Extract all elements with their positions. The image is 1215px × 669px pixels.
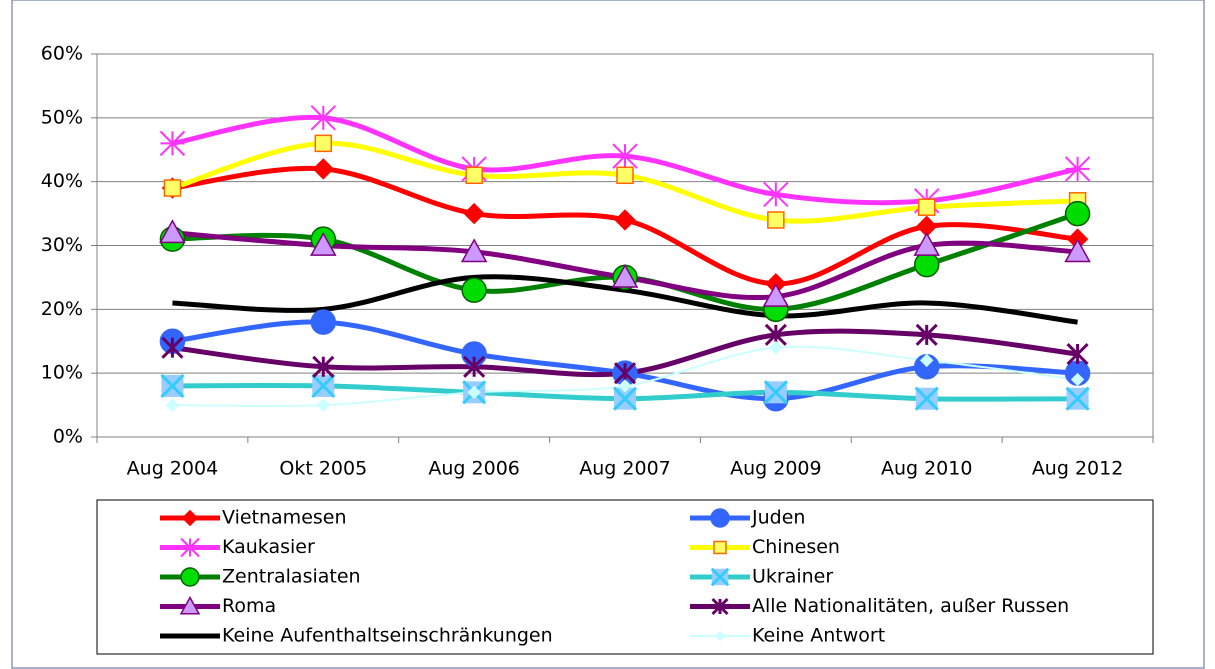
marker	[612, 386, 638, 411]
marker	[312, 158, 334, 180]
x-tick-label: Aug 2009	[730, 458, 822, 480]
marker-cross	[763, 380, 788, 405]
marker	[467, 385, 481, 400]
y-tick-label: 30%	[41, 234, 83, 256]
legend-label: Ukrainer	[752, 566, 833, 588]
marker-cross	[914, 386, 939, 411]
marker	[310, 309, 337, 335]
marker	[161, 336, 184, 359]
marker	[917, 198, 936, 216]
marker	[769, 340, 783, 355]
marker-cross	[311, 373, 336, 398]
marker	[160, 373, 185, 398]
marker	[763, 181, 789, 208]
marker	[616, 166, 634, 185]
marker	[159, 130, 186, 157]
legend-label: Keine Antwort	[752, 625, 885, 647]
legend-marker	[710, 567, 730, 587]
marker	[612, 143, 638, 169]
marker	[460, 238, 488, 263]
plot-border	[96, 53, 1154, 438]
legend-marker	[180, 537, 200, 558]
legend-label: Alle Nationalitäten, außer Russen	[752, 595, 1069, 617]
legend-label: Keine Aufenthaltseinschränkungen	[222, 625, 553, 647]
marker	[316, 398, 330, 412]
legend-marker	[179, 595, 201, 615]
legend-marker	[711, 597, 729, 616]
y-tick-label: 50%	[41, 106, 83, 128]
series-line	[172, 274, 1078, 325]
marker	[159, 219, 186, 244]
marker-cross	[1065, 386, 1090, 411]
marker	[618, 379, 632, 393]
marker	[1064, 200, 1091, 227]
y-tick-label: 60%	[41, 43, 83, 65]
marker	[913, 231, 940, 256]
y-tick-label: 20%	[41, 298, 83, 320]
x-tick-label: Aug 2010	[881, 458, 973, 480]
legend-label: Roma	[222, 595, 276, 617]
legend-marker	[181, 509, 199, 527]
marker	[614, 209, 636, 231]
marker	[914, 386, 939, 411]
x-tick-label: Aug 2004	[127, 458, 219, 480]
marker	[913, 251, 940, 278]
marker	[611, 263, 639, 288]
marker	[1066, 342, 1089, 366]
legend-label: Zentralasiaten	[222, 566, 361, 588]
marker	[915, 323, 938, 346]
x-tick-label: Aug 2006	[428, 458, 520, 480]
legend-label: Chinesen	[752, 536, 840, 558]
marker	[763, 380, 788, 405]
legend-marker	[710, 508, 730, 528]
legend-label: Kaukasier	[222, 536, 315, 558]
legend-marker	[714, 630, 726, 642]
marker	[767, 211, 785, 229]
x-tick-label: Aug 2012	[1032, 458, 1124, 480]
marker	[310, 105, 336, 131]
marker	[314, 134, 333, 153]
marker-cross	[160, 373, 185, 398]
marker	[163, 179, 182, 197]
y-tick-label: 10%	[41, 362, 83, 384]
marker	[1064, 156, 1091, 182]
legend-marker	[180, 567, 200, 587]
marker	[463, 355, 486, 378]
marker-cross	[612, 386, 638, 411]
legend-marker	[713, 540, 727, 555]
marker	[465, 166, 483, 185]
legend-box	[96, 499, 1154, 655]
x-tick-label: Okt 2005	[279, 458, 367, 480]
marker	[1065, 386, 1090, 411]
marker	[311, 373, 336, 398]
marker-cross	[710, 567, 730, 587]
marker	[165, 398, 180, 412]
legend-label: Juden	[751, 507, 805, 529]
marker	[1070, 372, 1085, 387]
marker	[920, 353, 934, 368]
marker	[310, 231, 337, 256]
marker	[463, 202, 485, 225]
y-tick-label: 40%	[41, 170, 83, 192]
legend-label: Vietnamesen	[222, 507, 347, 529]
y-tick-label: 0%	[53, 426, 83, 448]
x-tick-label: Aug 2007	[579, 458, 671, 480]
marker	[1064, 238, 1091, 263]
marker	[762, 283, 790, 307]
marker	[461, 277, 487, 303]
marker	[312, 355, 335, 378]
